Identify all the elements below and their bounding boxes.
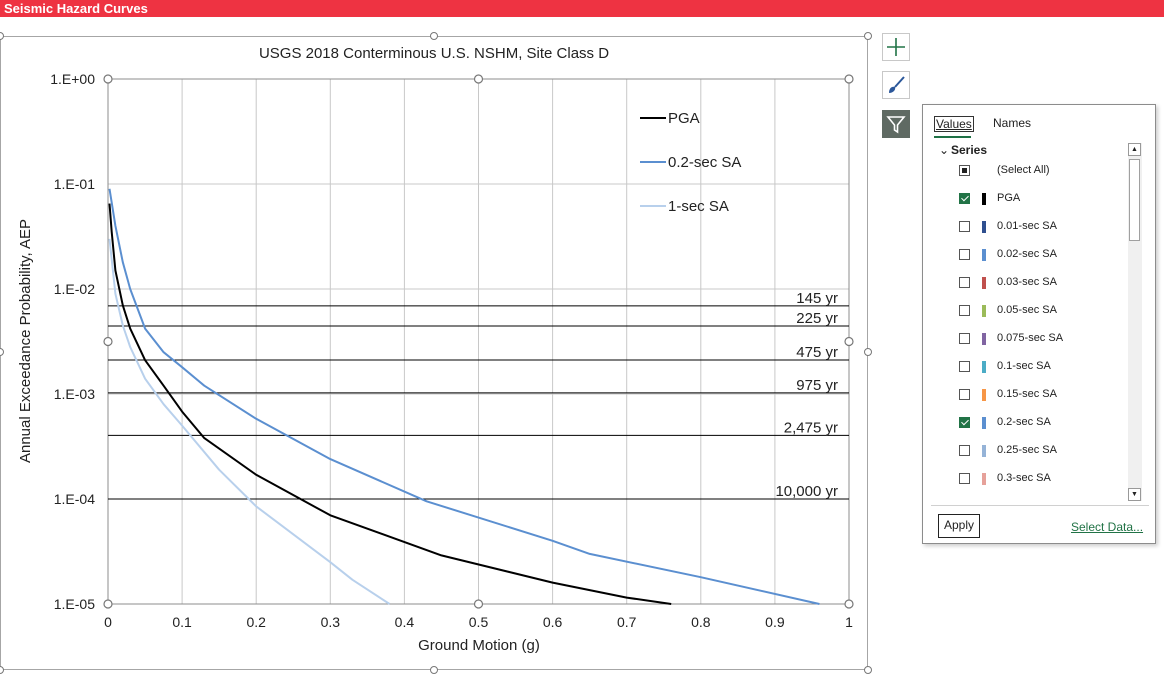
series-color-swatch [982,445,986,457]
series-filter-label: 0.15-sec SA [997,388,1057,400]
series-filter-label: PGA [997,192,1021,204]
chart-filter-panel: Values Names ⌄ Series (Select All) PGA 0.01… [922,104,1156,544]
series-checkbox[interactable] [959,389,970,400]
series-filter-label: 0.075-sec SA [997,332,1064,344]
series-checkbox[interactable] [959,277,970,288]
window-title: Seismic Hazard Curves [0,0,1164,17]
series-checkbox[interactable] [959,445,970,456]
chart-area[interactable] [0,36,868,670]
chart-filters-button[interactable] [882,110,910,138]
series-color-swatch [982,417,986,429]
scrollbar[interactable]: ▲ ▼ [1128,143,1142,501]
series-color-swatch [982,277,986,289]
plus-icon [887,38,905,56]
series-checkbox[interactable] [959,193,970,204]
resize-handle-tm[interactable] [430,32,438,40]
resize-handle-bm[interactable] [430,666,438,674]
series-filter-label: 0.03-sec SA [997,276,1057,288]
series-checkbox[interactable] [959,361,970,372]
series-filter-label: 0.1-sec SA [997,360,1051,372]
series-filter-item[interactable]: 0.03-sec SA [937,273,1127,293]
chevron-down-icon: ⌄ [939,143,950,157]
panel-divider [931,505,1149,506]
series-checkbox[interactable] [959,249,970,260]
series-color-swatch [982,305,986,317]
series-filter-item[interactable]: 0.01-sec SA [937,217,1127,237]
series-filter-item[interactable]: 0.2-sec SA [937,413,1127,433]
series-filter-item[interactable]: 0.05-sec SA [937,301,1127,321]
series-group-label: Series [951,143,988,157]
series-checkbox[interactable] [959,473,970,484]
apply-button[interactable]: Apply [938,514,980,538]
series-checkbox[interactable] [959,305,970,316]
resize-handle-tr[interactable] [864,32,872,40]
series-filter-item[interactable]: 0.25-sec SA [937,441,1127,461]
tab-values[interactable]: Values [934,116,974,132]
brush-icon [889,76,905,93]
scroll-up-icon[interactable]: ▲ [1128,143,1141,156]
series-color-swatch [982,333,986,345]
series-filter-label: 0.3-sec SA [997,472,1051,484]
series-filter-label: 0.25-sec SA [997,444,1057,456]
select-data-link[interactable]: Select Data... [1071,520,1144,534]
chart-elements-button[interactable] [882,33,910,61]
series-filter-item[interactable]: 0.02-sec SA [937,245,1127,265]
series-filter-list: (Select All) PGA 0.01-sec SA 0.02-sec SA 0.0… [937,161,1127,501]
series-filter-item[interactable]: 0.3-sec SA [937,469,1127,489]
series-checkbox[interactable] [959,165,970,176]
scroll-thumb[interactable] [1129,159,1140,241]
chart-styles-button[interactable] [882,71,910,99]
series-color-swatch [982,473,986,485]
series-filter-item[interactable]: PGA [937,189,1127,209]
active-tab-indicator [934,136,971,138]
series-color-swatch [982,193,986,205]
series-filter-item[interactable]: (Select All) [937,161,1127,181]
series-filter-item[interactable]: 0.15-sec SA [937,385,1127,405]
series-filter-label: 0.05-sec SA [997,304,1057,316]
resize-handle-mr[interactable] [864,348,872,356]
series-group-header[interactable]: ⌄ Series [939,143,987,157]
series-checkbox[interactable] [959,221,970,232]
series-checkbox[interactable] [959,333,970,344]
scroll-down-icon[interactable]: ▼ [1128,488,1141,501]
series-filter-label: 0.02-sec SA [997,248,1057,260]
funnel-icon [886,116,906,134]
series-color-swatch [982,361,986,373]
series-color-swatch [982,221,986,233]
series-filter-label: 0.01-sec SA [997,220,1057,232]
series-color-swatch [982,389,986,401]
series-filter-item[interactable]: 0.075-sec SA [937,329,1127,349]
resize-handle-br[interactable] [864,666,872,674]
series-color-swatch [982,249,986,261]
resize-handle-bl[interactable] [0,666,4,674]
series-checkbox[interactable] [959,417,970,428]
tab-names[interactable]: Names [993,116,1032,130]
series-filter-label: 0.2-sec SA [997,416,1051,428]
series-filter-item[interactable]: 0.1-sec SA [937,357,1127,377]
series-filter-label: (Select All) [997,164,1050,176]
